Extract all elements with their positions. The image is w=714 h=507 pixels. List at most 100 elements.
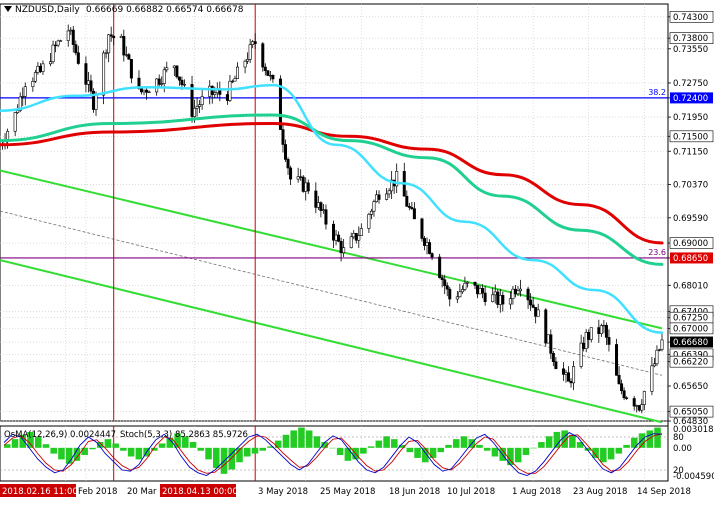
osma-bar xyxy=(243,447,251,457)
indicator-axis-label: 0.00 xyxy=(673,444,692,454)
price-axis-label: 0.71500 xyxy=(668,130,714,142)
candle-down xyxy=(440,277,444,281)
osma-bar xyxy=(274,440,282,448)
candle-up xyxy=(23,86,27,97)
fibo-level-label: 23.6 xyxy=(648,248,666,257)
candle-up xyxy=(21,95,25,98)
price-tag-text: 0.72400 xyxy=(673,94,708,104)
candle-up xyxy=(316,202,320,208)
candle-up xyxy=(36,65,40,73)
candle-up xyxy=(385,193,389,200)
osma-bar xyxy=(58,447,65,460)
candle-down xyxy=(438,256,442,278)
candle-down xyxy=(324,209,328,225)
osma-bar xyxy=(120,447,127,451)
candle-down xyxy=(637,405,641,411)
candle-down xyxy=(76,52,80,64)
candle-up xyxy=(248,44,252,60)
candle-up xyxy=(349,236,353,248)
time-tag-text: Feb 2018 xyxy=(78,487,117,497)
osma-bar xyxy=(367,446,375,448)
indicator-axis-label: 80 xyxy=(673,433,684,443)
osma-bar xyxy=(81,447,88,456)
price-tag-text: 0.71950 xyxy=(673,113,708,123)
candle-up xyxy=(367,214,371,229)
osma-bar xyxy=(514,447,522,463)
osma-bar xyxy=(476,444,483,448)
candle-down xyxy=(476,285,480,295)
time-tag-text: 3 May 2018 xyxy=(258,487,308,497)
candle-down xyxy=(544,309,548,344)
time-tag-text: 14 Sep 2018 xyxy=(637,487,691,497)
osma-bar xyxy=(135,447,143,460)
time-axis-label: 10 Jul 2018 xyxy=(447,487,495,497)
candle-down xyxy=(299,176,303,178)
candle-up xyxy=(584,332,588,349)
osma-bar xyxy=(290,430,297,448)
candle-down xyxy=(157,78,161,85)
osma-bar xyxy=(445,444,452,448)
candle-up xyxy=(546,334,550,344)
candle-up xyxy=(182,84,186,86)
ema-mid-line xyxy=(0,113,664,266)
osma-bar xyxy=(104,439,112,448)
osma-bar xyxy=(406,447,414,453)
price-tag-text: 0.65650 xyxy=(673,382,708,392)
osma-bar xyxy=(313,436,321,448)
ema-slow-line xyxy=(0,121,664,245)
ema-fast-line xyxy=(0,83,664,334)
candle-down xyxy=(531,304,535,308)
osma-bar xyxy=(561,430,568,448)
candle-up xyxy=(66,30,70,41)
price-tag-text: 0.68010 xyxy=(673,281,708,291)
candle-up xyxy=(395,171,399,187)
price-axis-label: 0.66680 xyxy=(668,336,713,348)
candle-up xyxy=(519,288,523,292)
time-axis-label: 2018.04.13 00:00 xyxy=(160,484,238,497)
price-tag-box xyxy=(670,92,713,104)
candle-down xyxy=(145,89,149,93)
candle-up xyxy=(508,298,512,305)
symbol-timeframe: NZDUSD,Daily xyxy=(15,5,80,15)
candle-up xyxy=(564,372,568,375)
stoch-main-line xyxy=(3,432,663,476)
candle-down xyxy=(314,190,318,208)
osma-bar xyxy=(507,447,514,466)
candle-down xyxy=(289,167,293,180)
osma-bar xyxy=(615,447,623,454)
candle-up xyxy=(655,349,659,365)
price-tag-text: 0.70370 xyxy=(673,181,708,191)
price-axis-label: 0.69590 xyxy=(668,214,708,224)
osma-bar xyxy=(422,447,429,463)
candle-up xyxy=(198,104,202,107)
price-tag-text: 0.73800 xyxy=(673,34,708,44)
candle-down xyxy=(339,241,343,254)
osma-bar xyxy=(11,439,19,448)
candle-up xyxy=(425,242,429,246)
price-axis-label: 0.68650 xyxy=(668,252,713,264)
candle-up xyxy=(59,40,63,42)
candle-up xyxy=(652,363,656,367)
candle-down xyxy=(129,58,133,79)
candle-down xyxy=(109,34,113,37)
time-tag-text: 2018.02.16 11:00 xyxy=(2,487,78,497)
candle-up xyxy=(195,106,199,109)
osma-bar xyxy=(569,434,576,448)
candle-down xyxy=(501,295,505,305)
candle-up xyxy=(460,289,464,293)
candle-down xyxy=(422,238,426,246)
channel-upper-line xyxy=(0,169,663,330)
price-tag-box xyxy=(669,355,714,368)
candle-up xyxy=(208,85,212,97)
candle-down xyxy=(54,44,58,47)
candle-up xyxy=(86,80,90,85)
osma-label: OsMA(12,26,9) 0.0024447 xyxy=(4,430,116,440)
time-axis-label: 2018.02.16 11:00 xyxy=(0,484,78,497)
candle-up xyxy=(357,235,361,241)
candle-up xyxy=(16,110,20,113)
osma-bar xyxy=(538,442,545,448)
price-axis-label: 0.71950 xyxy=(668,113,708,123)
candle-up xyxy=(296,176,300,180)
candle-down xyxy=(615,344,619,376)
candle-up xyxy=(321,209,325,211)
